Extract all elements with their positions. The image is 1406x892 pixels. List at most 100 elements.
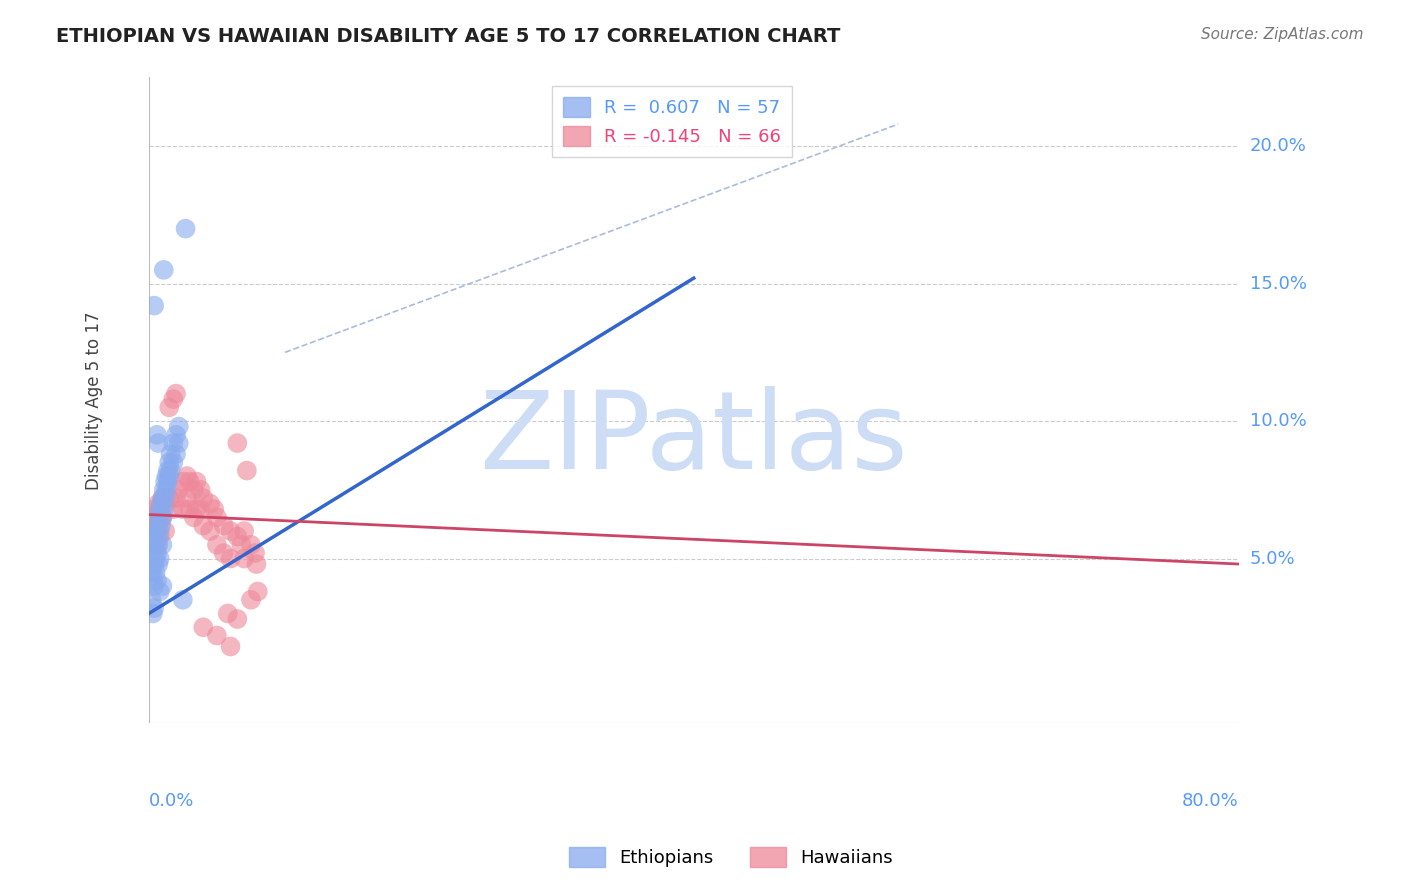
Point (146, 574, 169, 588)
Point (162, 436, 184, 450)
Point (231, 538, 253, 552)
Point (141, 566, 163, 580)
Point (159, 447, 181, 461)
Text: 20.0%: 20.0% (1250, 137, 1306, 155)
Point (146, 538, 169, 552)
Point (152, 510, 174, 524)
Point (141, 518, 163, 533)
Point (179, 475, 201, 489)
Point (143, 299, 166, 313)
Point (219, 551, 242, 566)
Point (143, 601, 166, 615)
Point (145, 566, 167, 580)
Point (155, 469, 177, 483)
Point (205, 628, 228, 642)
Point (167, 483, 190, 497)
Point (150, 518, 173, 533)
Point (148, 518, 170, 533)
Point (167, 436, 190, 450)
Text: 80.0%: 80.0% (1182, 792, 1239, 810)
Point (152, 483, 174, 497)
Point (146, 546, 169, 560)
Text: Source: ZipAtlas.com: Source: ZipAtlas.com (1201, 27, 1364, 42)
Point (152, 579, 174, 593)
Point (152, 491, 174, 505)
Point (146, 510, 169, 524)
Point (245, 557, 267, 571)
Point (243, 546, 266, 560)
Point (198, 524, 221, 538)
Point (149, 584, 172, 599)
Point (190, 483, 212, 497)
Point (142, 524, 165, 538)
Point (142, 546, 165, 560)
Point (236, 464, 259, 478)
Point (202, 502, 225, 516)
Point (156, 464, 179, 478)
Point (152, 502, 174, 516)
Point (139, 557, 162, 571)
Point (157, 455, 180, 469)
Point (142, 607, 165, 621)
Point (143, 579, 166, 593)
Point (219, 524, 242, 538)
Point (149, 524, 172, 538)
Point (212, 546, 235, 560)
Point (219, 640, 242, 654)
Point (165, 386, 187, 401)
Point (143, 557, 166, 571)
Point (152, 491, 174, 505)
Point (167, 419, 190, 434)
Point (246, 584, 269, 599)
Text: ETHIOPIAN VS HAWAIIAN DISABILITY AGE 5 TO 17 CORRELATION CHART: ETHIOPIAN VS HAWAIIAN DISABILITY AGE 5 T… (56, 27, 841, 45)
Point (149, 502, 172, 516)
Point (159, 464, 181, 478)
Point (142, 574, 165, 588)
Point (212, 518, 235, 533)
Point (193, 518, 215, 533)
Point (172, 592, 194, 607)
Point (172, 502, 194, 516)
Point (148, 436, 170, 450)
Point (233, 551, 256, 566)
Point (146, 427, 169, 442)
Point (217, 607, 239, 621)
Point (226, 612, 249, 626)
Point (162, 455, 184, 469)
Point (176, 491, 198, 505)
Point (145, 524, 167, 538)
Point (139, 510, 162, 524)
Text: 5.0%: 5.0% (1250, 549, 1295, 567)
Point (157, 491, 180, 505)
Point (155, 483, 177, 497)
Point (157, 401, 180, 415)
Point (152, 510, 174, 524)
Point (149, 502, 172, 516)
Point (226, 436, 249, 450)
Legend: Ethiopians, Hawaiians: Ethiopians, Hawaiians (562, 839, 900, 874)
Point (179, 502, 201, 516)
Point (193, 491, 215, 505)
Point (162, 392, 184, 406)
Point (165, 447, 187, 461)
Point (145, 551, 167, 566)
Point (153, 491, 176, 505)
Point (153, 497, 176, 511)
Point (143, 538, 166, 552)
Point (205, 538, 228, 552)
Point (186, 502, 208, 516)
Point (156, 475, 179, 489)
Point (141, 551, 163, 566)
Point (186, 475, 208, 489)
Point (233, 524, 256, 538)
Point (149, 551, 172, 566)
Point (146, 530, 169, 544)
Point (165, 491, 187, 505)
Point (148, 497, 170, 511)
Text: 10.0%: 10.0% (1250, 412, 1306, 430)
Point (148, 557, 170, 571)
Point (165, 427, 187, 442)
Point (198, 497, 221, 511)
Point (205, 510, 228, 524)
Text: Disability Age 5 to 17: Disability Age 5 to 17 (86, 311, 103, 490)
